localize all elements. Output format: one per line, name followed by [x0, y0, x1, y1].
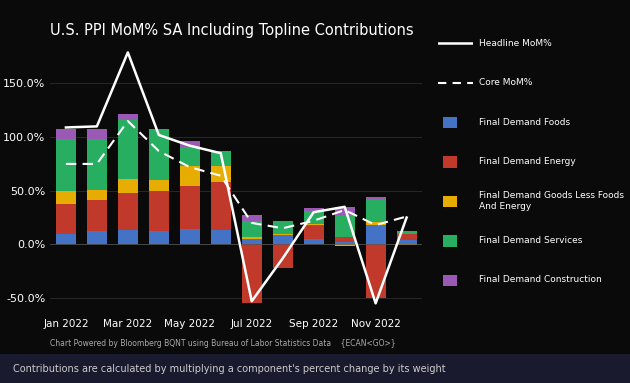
- Bar: [149, 191, 169, 231]
- Bar: [118, 179, 138, 193]
- Bar: [149, 231, 169, 244]
- Bar: [365, 197, 386, 199]
- Bar: [180, 166, 200, 187]
- Bar: [210, 151, 231, 166]
- Bar: [365, 244, 386, 298]
- Bar: [304, 239, 324, 244]
- Text: Core MoM%: Core MoM%: [479, 78, 532, 87]
- Text: Headline MoM%: Headline MoM%: [479, 39, 551, 48]
- Text: Final Demand Foods: Final Demand Foods: [479, 118, 570, 127]
- Bar: [242, 244, 262, 303]
- Bar: [56, 139, 76, 191]
- Bar: [180, 229, 200, 244]
- Bar: [87, 139, 107, 190]
- Bar: [210, 166, 231, 182]
- Bar: [118, 113, 138, 120]
- Bar: [87, 190, 107, 200]
- Bar: [335, 237, 355, 242]
- Bar: [210, 231, 231, 244]
- Bar: [335, 242, 355, 244]
- Bar: [180, 141, 200, 147]
- Bar: [210, 182, 231, 231]
- Bar: [118, 193, 138, 231]
- Text: Final Demand Construction: Final Demand Construction: [479, 275, 602, 285]
- Text: Chart Powered by Bloomberg BQNT using Bureau of Labor Statistics Data    {ECAN<G: Chart Powered by Bloomberg BQNT using Bu…: [50, 339, 396, 348]
- Bar: [180, 147, 200, 166]
- Bar: [118, 120, 138, 179]
- Bar: [304, 225, 324, 239]
- Bar: [273, 221, 293, 234]
- Bar: [365, 222, 386, 225]
- Bar: [149, 129, 169, 180]
- Bar: [335, 244, 355, 247]
- Bar: [304, 224, 324, 225]
- Bar: [304, 208, 324, 211]
- Bar: [56, 234, 76, 244]
- Bar: [273, 234, 293, 235]
- Bar: [87, 231, 107, 244]
- Bar: [365, 225, 386, 244]
- Bar: [396, 240, 416, 244]
- Bar: [56, 204, 76, 234]
- Bar: [87, 200, 107, 231]
- Bar: [87, 129, 107, 139]
- Bar: [304, 211, 324, 224]
- Bar: [273, 244, 293, 268]
- Text: Final Demand Energy: Final Demand Energy: [479, 157, 576, 166]
- Bar: [242, 237, 262, 239]
- Bar: [118, 231, 138, 244]
- Bar: [56, 191, 76, 204]
- Bar: [180, 187, 200, 229]
- Text: Final Demand Services: Final Demand Services: [479, 236, 582, 245]
- Text: Final Demand Goods Less Foods
And Energy: Final Demand Goods Less Foods And Energy: [479, 192, 624, 211]
- Bar: [273, 235, 293, 244]
- Text: Contributions are calculated by multiplying a component's percent change by its : Contributions are calculated by multiply…: [13, 364, 445, 374]
- Bar: [242, 215, 262, 221]
- Bar: [335, 207, 355, 215]
- Bar: [396, 244, 416, 246]
- Bar: [242, 239, 262, 244]
- Bar: [396, 231, 416, 234]
- Bar: [242, 221, 262, 237]
- Text: U.S. PPI MoM% SA Including Topline Contributions: U.S. PPI MoM% SA Including Topline Contr…: [50, 23, 414, 38]
- Bar: [396, 234, 416, 240]
- Bar: [56, 129, 76, 139]
- Bar: [335, 215, 355, 237]
- Bar: [365, 199, 386, 222]
- Bar: [149, 180, 169, 191]
